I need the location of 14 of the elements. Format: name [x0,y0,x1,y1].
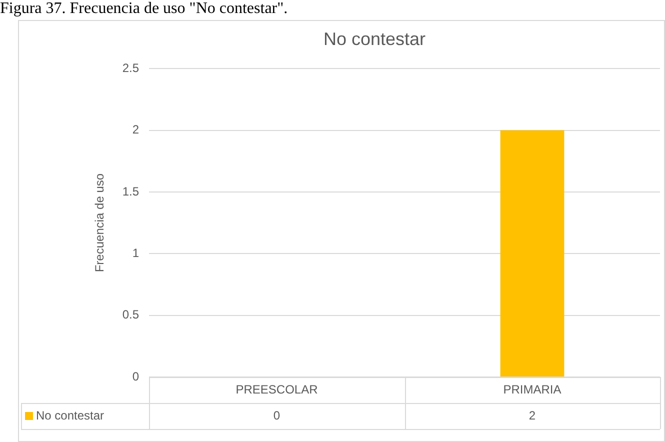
data-label: 2 [528,408,536,422]
x-tick-label: PREESCOLAR [236,382,318,396]
y-tick-label: 1.5 [122,184,140,198]
y-tick-label: 2.5 [122,60,140,75]
text: Figura 37. Frecuencia de uso "No contestar". [0,0,288,18]
y-tick-label: 0.5 [122,308,140,322]
chart-title: No contestar [323,28,426,49]
y-axis-title: Frecuencia de uso [92,173,107,272]
data-label: 0 [273,408,280,422]
legend-label: No contestar [36,408,104,422]
y-tick-label: 1 [132,246,140,260]
y-tick-label: 0 [132,369,140,384]
y-tick-label: 2 [132,122,140,137]
x-tick-label: PRIMARIA [503,382,562,396]
